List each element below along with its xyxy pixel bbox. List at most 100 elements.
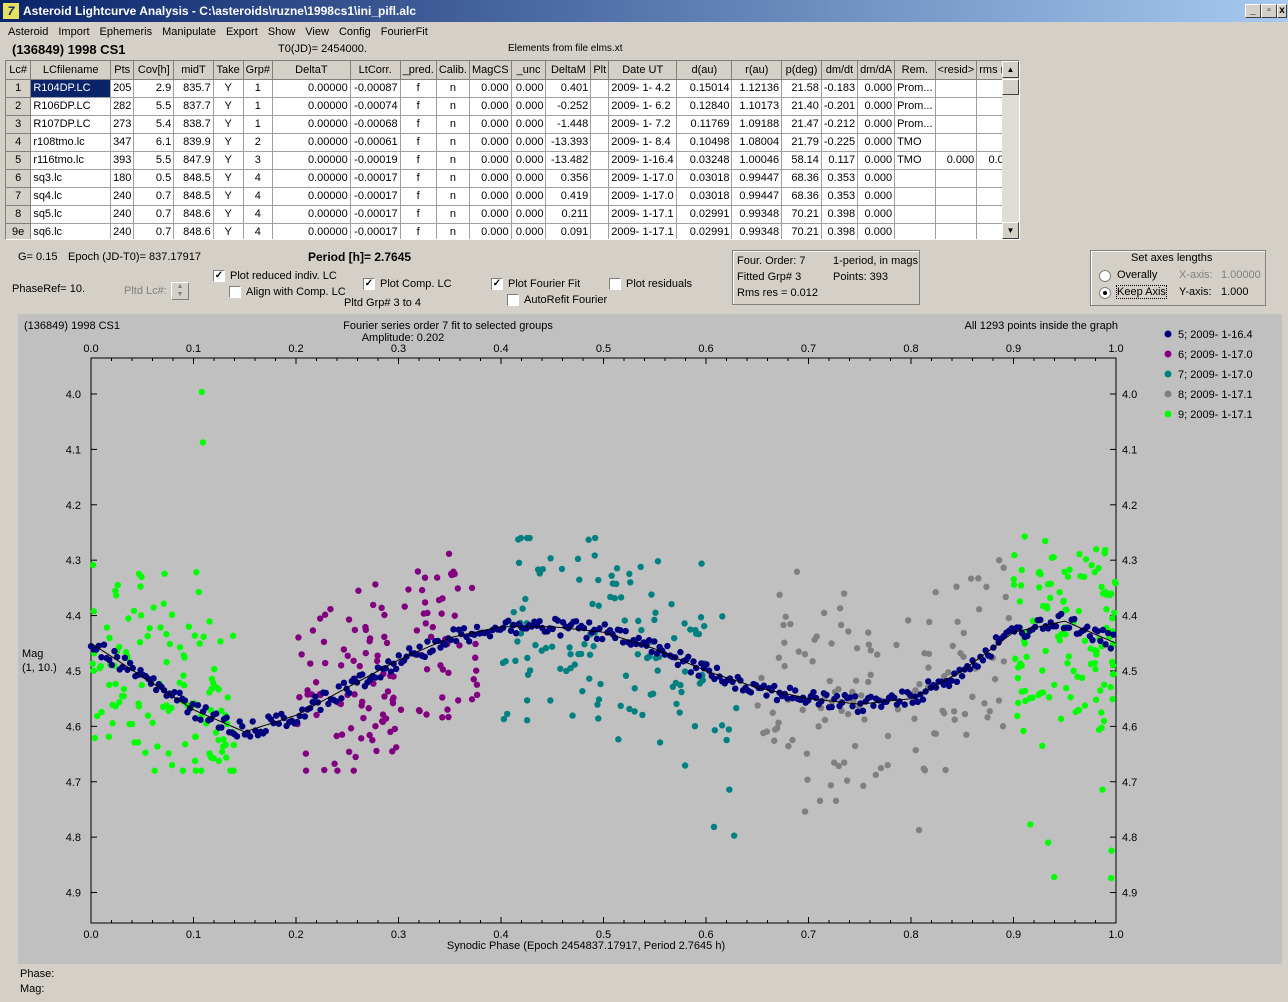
table-cell[interactable]: 393 [110, 151, 135, 170]
menu-export[interactable]: Export [225, 26, 258, 38]
column-header[interactable]: Lc# [6, 61, 32, 80]
column-header[interactable]: Cov[h] [133, 61, 175, 80]
keep-axis-radio[interactable] [1099, 287, 1111, 299]
menu-import[interactable]: Import [58, 26, 90, 38]
table-cell[interactable]: n [436, 79, 470, 98]
column-header[interactable]: _unc [511, 61, 547, 80]
table-cell[interactable] [590, 151, 610, 170]
table-cell[interactable]: 0.353 [821, 187, 859, 206]
lightcurve-table[interactable]: Lc# LCfilename Pts Cov[h] midT Take Grp# DeltaT… [5, 60, 1020, 240]
table-cell[interactable]: 4 [6, 133, 32, 152]
table-cell[interactable]: 58.14 [781, 151, 822, 170]
table-cell[interactable]: 21.79 [781, 133, 822, 152]
table-cell[interactable]: 0.7 [133, 187, 175, 206]
table-cell[interactable]: 4 [243, 223, 274, 239]
table-cell[interactable]: -1.448 [545, 115, 592, 134]
table-cell[interactable]: 0.00000 [272, 205, 351, 224]
table-cell[interactable]: 4 [243, 169, 274, 188]
table-cell[interactable]: 1 [243, 79, 274, 98]
table-cell[interactable]: 0.7 [133, 205, 175, 224]
menu-manipulate[interactable]: Manipulate [162, 26, 216, 38]
table-cell[interactable]: 0.353 [821, 169, 859, 188]
lightcurve-chart[interactable]: (136849) 1998 CS1 Fourier series order 7… [18, 314, 1282, 964]
table-cell[interactable]: 68.36 [781, 187, 822, 206]
table-cell[interactable]: 0.03018 [676, 169, 733, 188]
table-cell[interactable]: f [400, 115, 437, 134]
table-cell[interactable]: 0.000 [857, 133, 896, 152]
table-cell[interactable]: Y [213, 79, 244, 98]
table-cell[interactable]: 1 [6, 79, 32, 98]
table-cell[interactable] [894, 205, 936, 224]
table-cell[interactable]: r108tmo.lc [30, 133, 112, 152]
plot-residuals-checkbox[interactable] [609, 278, 621, 290]
table-cell[interactable]: Y [213, 169, 244, 188]
table-cell[interactable]: 2009- 1- 6.2 [608, 97, 678, 116]
maximize-button[interactable]: ▫ [1261, 4, 1277, 18]
table-cell[interactable]: 0.000 [511, 169, 547, 188]
table-cell[interactable]: -0.00017 [350, 187, 401, 206]
table-cell[interactable] [590, 205, 610, 224]
table-cell[interactable]: 0.10498 [676, 133, 733, 152]
table-cell[interactable]: TMO [894, 133, 936, 152]
table-cell[interactable]: 205 [110, 79, 135, 98]
column-header[interactable]: dm/dA [857, 61, 896, 80]
table-cell[interactable]: 0.5 [133, 169, 175, 188]
table-cell[interactable]: 0.000 [857, 97, 896, 116]
table-cell[interactable]: 0.000 [511, 79, 547, 98]
table-cell[interactable] [590, 115, 610, 134]
table-cell[interactable]: -0.00068 [350, 115, 401, 134]
table-cell[interactable]: f [400, 205, 437, 224]
table-cell[interactable]: 0.000 [511, 151, 547, 170]
plot-fourier-checkbox[interactable]: ✓ [491, 278, 503, 290]
table-cell[interactable]: 0.7 [133, 223, 175, 239]
table-cell[interactable]: 0.11769 [676, 115, 733, 134]
table-cell[interactable]: 3 [243, 151, 274, 170]
table-cell[interactable]: 21.58 [781, 79, 822, 98]
overally-radio[interactable] [1099, 270, 1111, 282]
table-cell[interactable] [935, 205, 978, 224]
scroll-thumb[interactable] [1002, 79, 1019, 95]
scroll-down-icon[interactable]: ▼ [1002, 222, 1019, 239]
table-cell[interactable] [590, 187, 610, 206]
table-cell[interactable]: 2009- 1-17.0 [608, 187, 678, 206]
table-cell[interactable]: n [436, 223, 470, 239]
table-cell[interactable]: R106DP.LC [30, 97, 112, 116]
table-cell[interactable]: 0.211 [545, 205, 592, 224]
column-header[interactable]: midT [173, 61, 214, 80]
table-cell[interactable]: 0.99348 [731, 205, 783, 224]
table-row[interactable]: 9e sq6.lc 240 0.7 848.6 Y 4 0.00000 -0.00017 f n 0.… [6, 223, 1019, 239]
table-cell[interactable]: 2 [243, 133, 274, 152]
table-cell[interactable]: 2.9 [133, 79, 175, 98]
table-cell[interactable]: 837.7 [173, 97, 214, 116]
table-cell[interactable]: f [400, 223, 437, 239]
plot-reduced-checkbox[interactable]: ✓ [213, 270, 225, 282]
table-cell[interactable]: -0.00074 [350, 97, 401, 116]
table-cell[interactable]: 0.99348 [731, 223, 783, 239]
table-cell[interactable]: 68.36 [781, 169, 822, 188]
table-cell[interactable] [894, 187, 936, 206]
autorefit-checkbox[interactable] [507, 294, 519, 306]
table-cell[interactable]: -0.212 [821, 115, 859, 134]
table-cell[interactable]: Y [213, 133, 244, 152]
table-cell[interactable]: Y [213, 187, 244, 206]
table-cell[interactable]: 3 [6, 115, 32, 134]
table-cell[interactable]: 0.00000 [272, 187, 351, 206]
column-header[interactable]: Take [213, 61, 244, 80]
table-cell[interactable]: 0.03018 [676, 187, 733, 206]
table-cell[interactable]: 1 [243, 115, 274, 134]
table-cell[interactable]: 21.47 [781, 115, 822, 134]
table-row[interactable]: 4 r108tmo.lc 347 6.1 839.9 Y 2 0.00000 -0.00061 f… [6, 133, 1019, 152]
table-cell[interactable]: 180 [110, 169, 135, 188]
table-cell[interactable]: 70.21 [781, 205, 822, 224]
table-cell[interactable]: 70.21 [781, 223, 822, 239]
table-cell[interactable]: 6 [6, 169, 32, 188]
table-cell[interactable]: Prom... [894, 79, 936, 98]
table-cell[interactable]: sq4.lc [30, 187, 112, 206]
table-cell[interactable]: 0.02991 [676, 223, 733, 239]
table-cell[interactable]: Y [213, 205, 244, 224]
column-header[interactable]: DeltaM [545, 61, 592, 80]
table-cell[interactable]: 6.1 [133, 133, 175, 152]
table-row[interactable]: 8 sq5.lc 240 0.7 848.6 Y 4 0.00000 -0.00017 f n 0.0… [6, 205, 1019, 224]
column-header[interactable]: dm/dt [821, 61, 859, 80]
table-cell[interactable]: n [436, 151, 470, 170]
